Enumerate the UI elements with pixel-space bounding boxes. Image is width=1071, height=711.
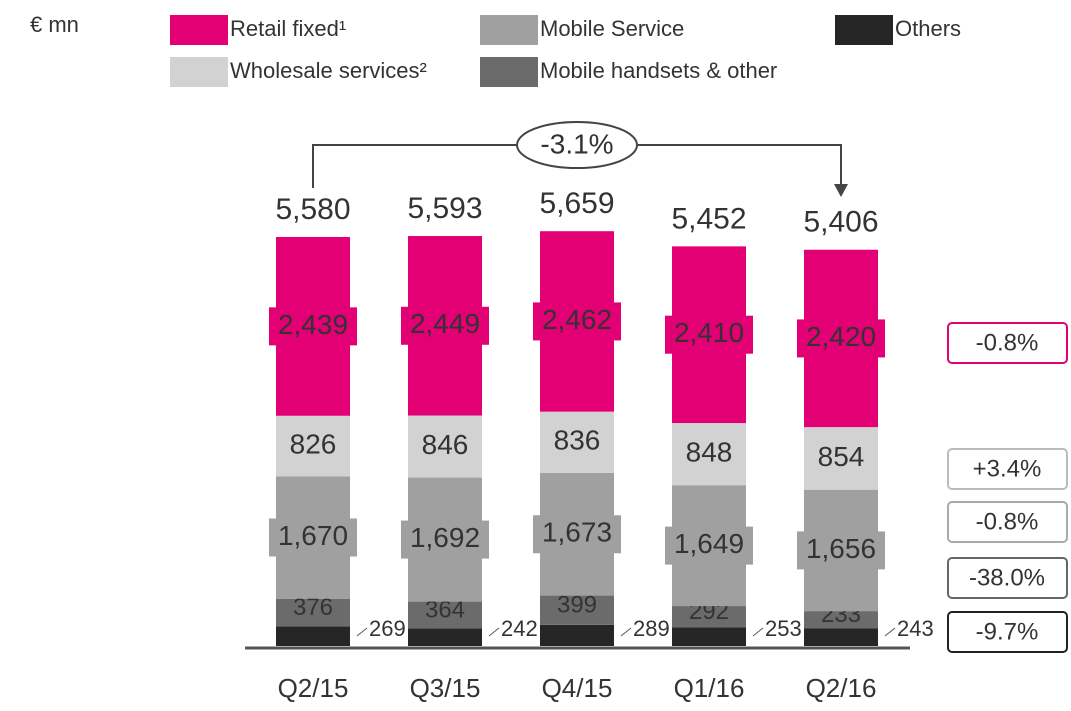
change-box bbox=[947, 557, 1068, 599]
total-label: 5,452 bbox=[671, 202, 746, 235]
x-tick-label: Q4/15 bbox=[542, 673, 613, 703]
label-bg bbox=[269, 307, 357, 346]
label-bg bbox=[797, 319, 885, 358]
legend-label: Retail fixed¹ bbox=[230, 16, 346, 41]
legend-label: Mobile handsets & other bbox=[540, 58, 777, 83]
value-label: 854 bbox=[818, 441, 865, 472]
value-label: 1,656 bbox=[806, 533, 876, 564]
bar-segment bbox=[276, 626, 350, 646]
value-label: 1,670 bbox=[278, 520, 348, 551]
value-label: 2,420 bbox=[806, 321, 876, 352]
value-label: 1,649 bbox=[674, 528, 744, 559]
leader-line bbox=[620, 627, 632, 637]
change-box bbox=[947, 322, 1068, 364]
leader-line bbox=[752, 627, 764, 637]
total-label: 5,593 bbox=[407, 192, 482, 225]
bar-segment bbox=[540, 595, 614, 625]
bar-segment bbox=[408, 628, 482, 646]
leader-line bbox=[488, 627, 500, 637]
leader-line bbox=[884, 627, 896, 637]
x-tick-label: Q1/16 bbox=[674, 673, 745, 703]
bar-segment bbox=[804, 427, 878, 490]
legend-swatch bbox=[480, 57, 538, 87]
legend-swatch bbox=[835, 15, 893, 45]
bar-segment bbox=[408, 601, 482, 629]
label-bg bbox=[665, 315, 753, 354]
value-label: 2,462 bbox=[542, 304, 612, 335]
legend-swatch bbox=[170, 57, 228, 87]
value-label: 253 bbox=[765, 616, 802, 641]
legend-label: Others bbox=[895, 16, 961, 41]
bar-segment bbox=[408, 415, 482, 478]
change-bubble bbox=[516, 121, 638, 169]
legend-swatch bbox=[170, 15, 228, 45]
value-label: 848 bbox=[686, 436, 733, 467]
change-label: -0.8% bbox=[976, 329, 1039, 356]
label-bg bbox=[797, 531, 885, 570]
value-label: 846 bbox=[422, 429, 469, 460]
bar-segment bbox=[672, 606, 746, 628]
value-label: 242 bbox=[501, 616, 538, 641]
value-label: 2,410 bbox=[674, 317, 744, 348]
value-label: 289 bbox=[633, 616, 670, 641]
legend-label: Mobile Service bbox=[540, 16, 684, 41]
label-bg bbox=[401, 306, 489, 345]
total-label: 5,406 bbox=[803, 206, 878, 239]
change-label: +3.4% bbox=[973, 455, 1042, 482]
x-tick-label: Q2/15 bbox=[278, 673, 349, 703]
change-label: -38.0% bbox=[969, 564, 1045, 591]
change-bracket bbox=[312, 144, 842, 188]
overall-change: -3.1% bbox=[540, 128, 613, 159]
label-bg bbox=[665, 526, 753, 565]
legend-label: Wholesale services² bbox=[230, 58, 427, 83]
value-label: 836 bbox=[554, 425, 601, 456]
value-label: 2,439 bbox=[278, 309, 348, 340]
change-box bbox=[947, 448, 1068, 490]
change-label: -0.8% bbox=[976, 508, 1039, 535]
change-box bbox=[947, 501, 1068, 543]
label-bg bbox=[269, 518, 357, 557]
bar-segment bbox=[672, 627, 746, 646]
value-label: 826 bbox=[290, 428, 337, 459]
label-bg bbox=[533, 515, 621, 554]
value-label: 2,449 bbox=[410, 308, 480, 339]
total-label: 5,580 bbox=[275, 193, 350, 226]
bar-segment bbox=[540, 411, 614, 473]
value-label: 269 bbox=[369, 616, 406, 641]
bar-segment bbox=[276, 598, 350, 627]
x-tick-label: Q3/15 bbox=[410, 673, 481, 703]
change-box bbox=[947, 611, 1068, 653]
total-label: 5,659 bbox=[539, 187, 614, 220]
bar-segment bbox=[540, 624, 614, 646]
label-bg bbox=[533, 302, 621, 341]
leader-line bbox=[356, 627, 368, 637]
value-label: 399 bbox=[557, 592, 597, 619]
bar-segment bbox=[672, 423, 746, 486]
value-label: 1,692 bbox=[410, 522, 480, 553]
value-label: 243 bbox=[897, 616, 934, 641]
label-bg bbox=[401, 520, 489, 559]
change-label: -9.7% bbox=[976, 618, 1039, 645]
value-label: 1,673 bbox=[542, 517, 612, 548]
bar-segment bbox=[276, 415, 350, 477]
legend-swatch bbox=[480, 15, 538, 45]
bar-segment bbox=[804, 628, 878, 646]
x-tick-label: Q2/16 bbox=[806, 673, 877, 703]
unit-label: € mn bbox=[30, 12, 79, 37]
arrow-head bbox=[834, 184, 848, 197]
bar-segment bbox=[804, 611, 878, 629]
